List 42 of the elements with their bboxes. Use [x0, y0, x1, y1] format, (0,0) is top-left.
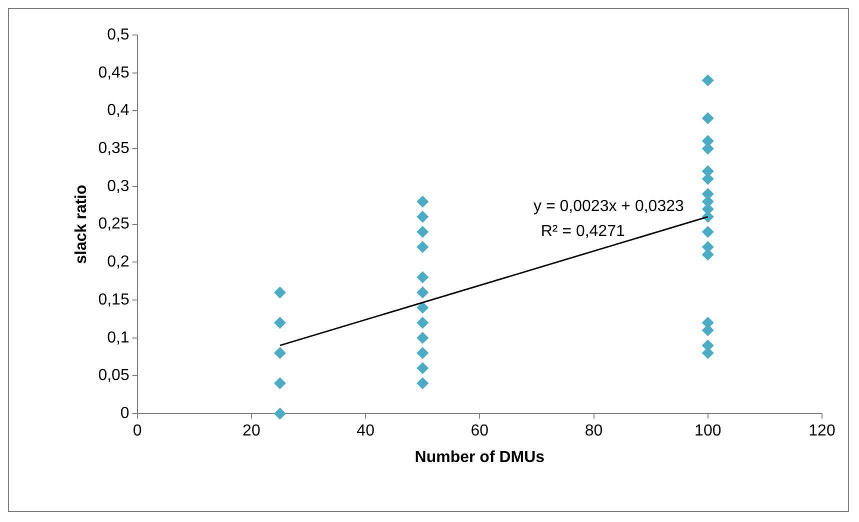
y-tick-label: 0,4: [107, 102, 130, 120]
y-tick-label: 0,45: [98, 64, 130, 82]
x-tick-label: 0: [132, 422, 142, 440]
x-tick-label: 120: [808, 422, 836, 440]
point: [416, 316, 429, 329]
point: [274, 408, 286, 420]
point: [702, 74, 714, 86]
point: [702, 226, 714, 238]
x-tick-label: 100: [694, 422, 722, 440]
point: [274, 316, 286, 329]
y-tick-label: 0,2: [107, 254, 130, 271]
point: [702, 112, 714, 124]
point: [416, 286, 429, 298]
point: [416, 210, 429, 223]
point: [274, 286, 286, 298]
point: [416, 377, 429, 390]
y-tick-label: 0,05: [98, 367, 130, 384]
point: [416, 332, 429, 344]
point: [416, 271, 429, 284]
x-tick-label: 80: [584, 422, 603, 440]
y-tick-label: 0,25: [98, 216, 130, 233]
annotation: R² = 0,4271: [540, 223, 625, 240]
x-axis-title: Number of DMUs: [414, 448, 545, 466]
y-tick-label: 0,35: [98, 140, 130, 157]
point: [416, 302, 429, 314]
point: [274, 377, 286, 390]
x-tick-label: 40: [356, 422, 375, 440]
y-axis-title: slack ratio: [73, 184, 90, 264]
point: [416, 362, 429, 374]
x-tick-label: 60: [470, 422, 489, 440]
y-tick-label: 0,1: [107, 329, 130, 346]
y-tick-label: 0: [120, 405, 130, 422]
y-tick-label: 0,3: [107, 178, 130, 195]
point: [416, 226, 429, 238]
y-tick-label: 0,15: [98, 291, 130, 308]
annotation: y = 0,0023x + 0,0323: [534, 198, 684, 216]
x-tick-label: 20: [242, 422, 260, 440]
y-tick-label: 0,5: [107, 26, 130, 44]
point: [416, 347, 429, 360]
point: [416, 241, 429, 254]
point: [274, 347, 286, 360]
point: [416, 196, 429, 208]
